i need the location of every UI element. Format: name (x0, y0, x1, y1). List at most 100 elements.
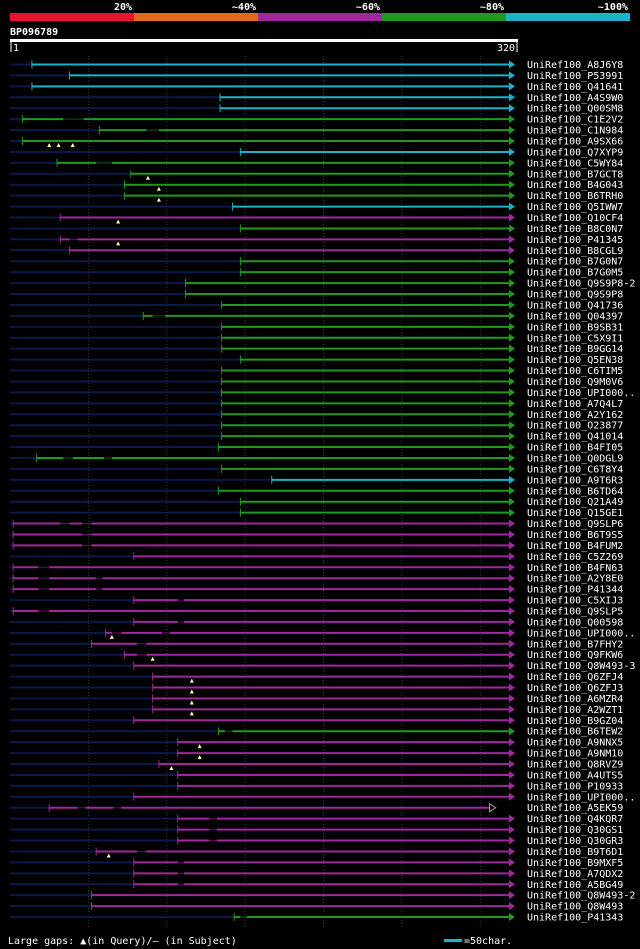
hit-row[interactable]: UniRef100_B9MXF5 (10, 858, 623, 869)
hit-row[interactable]: UniRef100_B4FUM2 (10, 541, 623, 552)
hit-row[interactable]: UniRef100_Q8RVZ9 (10, 760, 623, 771)
hit-name[interactable]: UniRef100_A7Q4L7 (527, 399, 623, 410)
hit-row[interactable]: UniRef100_B7G0N7 (10, 257, 623, 268)
hit-row[interactable]: UniRef100_A5BG49 (10, 880, 623, 891)
hit-name[interactable]: UniRef100_A8J6Y8 (527, 60, 623, 71)
hit-name[interactable]: UniRef100_Q30GR3 (527, 836, 623, 847)
hit-name[interactable]: UniRef100_B6T9S5 (527, 530, 623, 541)
hit-name[interactable]: UniRef100_B9GZ04 (527, 716, 623, 727)
hit-row[interactable]: UniRef100_B7FHY2 (10, 639, 623, 650)
hit-name[interactable]: UniRef100_Q00598 (527, 617, 623, 628)
hit-row[interactable]: UniRef100_A4UTS5 (10, 770, 623, 781)
hit-row[interactable]: UniRef100_A7Q4L7 (10, 399, 623, 410)
hit-name[interactable]: UniRef100_B6TD64 (527, 486, 623, 497)
hit-row[interactable]: UniRef100_A2Y8E0 (10, 574, 623, 585)
hit-name[interactable]: UniRef100_A9SX66 (527, 137, 623, 148)
hit-row[interactable]: UniRef100_Q6ZFJ3 (10, 683, 623, 694)
hit-row[interactable]: UniRef100_Q9M0V6 (10, 377, 623, 388)
hit-name[interactable]: UniRef100_P53991 (527, 71, 623, 82)
hit-name[interactable]: UniRef100_Q0DGL9 (527, 453, 623, 464)
hit-name[interactable]: UniRef100_Q9S9P8-2 (527, 279, 635, 290)
hit-name[interactable]: UniRef100_Q9SLP6 (527, 519, 623, 530)
hit-row[interactable]: UniRef100_B4FN63 (10, 563, 623, 574)
hit-name[interactable]: UniRef100_A4S9W0 (527, 93, 623, 104)
hit-row[interactable]: UniRef100_B4G043 (10, 180, 623, 191)
hit-name[interactable]: UniRef100_C5X9I1 (527, 333, 623, 344)
hit-name[interactable]: UniRef100_Q9S9P8 (527, 290, 623, 301)
hit-row[interactable]: UniRef100_A7QDX2 (10, 869, 623, 880)
hit-name[interactable]: UniRef100_Q21A49 (527, 497, 623, 508)
hit-row[interactable]: UniRef100_Q8W493-3 (10, 661, 635, 672)
hit-row[interactable]: UniRef100_Q41736 (10, 300, 623, 311)
hit-name[interactable]: UniRef100_C5WY84 (527, 158, 623, 169)
hit-name[interactable]: UniRef100_Q04397 (527, 311, 623, 322)
hit-name[interactable]: UniRef100_B7FHY2 (527, 639, 623, 650)
hit-name[interactable]: UniRef100_C6T8Y4 (527, 464, 623, 475)
hit-row[interactable]: UniRef100_C6T8Y4 (10, 464, 623, 475)
hit-name[interactable]: UniRef100_P41344 (527, 585, 623, 596)
hit-name[interactable]: UniRef100_C6TIM5 (527, 366, 623, 377)
hit-row[interactable]: UniRef100_B9T6D1 (10, 847, 623, 858)
hit-row[interactable]: UniRef100_Q9SLP5 (10, 607, 623, 618)
hit-name[interactable]: UniRef100_B8C0N7 (527, 224, 623, 235)
hit-row[interactable]: UniRef100_A6MZR4 (10, 694, 623, 705)
hit-name[interactable]: UniRef100_B7GCT8 (527, 169, 623, 180)
hit-name[interactable]: UniRef100_Q9FKW6 (527, 650, 623, 661)
hit-name[interactable]: UniRef100_Q41014 (527, 432, 623, 443)
hit-name[interactable]: UniRef100_A2Y8E0 (527, 574, 623, 585)
hit-row[interactable]: UniRef100_B4FI05 (10, 443, 623, 454)
hit-name[interactable]: UniRef100_Q9SLP5 (527, 607, 623, 618)
hit-name[interactable]: UniRef100_B9SB31 (527, 322, 623, 333)
hit-row[interactable]: UniRef100_A2Y162 (10, 410, 623, 421)
hit-name[interactable]: UniRef100_Q6ZFJ4 (527, 672, 623, 683)
hit-name[interactable]: UniRef100_A5BG49 (527, 880, 623, 891)
hit-name[interactable]: UniRef100_C5XIJ3 (527, 596, 623, 607)
hit-name[interactable]: UniRef100_Q6ZFJ3 (527, 683, 623, 694)
hit-name[interactable]: UniRef100_Q41641 (527, 82, 623, 93)
hit-row[interactable]: UniRef100_A9SX66 (10, 137, 623, 148)
hit-name[interactable]: UniRef100_Q15GE1 (527, 508, 623, 519)
hit-row[interactable]: UniRef100_B8CGL9 (10, 246, 623, 257)
hit-row[interactable]: UniRef100_Q00598 (10, 617, 623, 628)
hit-row[interactable]: UniRef100_B6T9S5 (10, 530, 623, 541)
hit-row[interactable]: UniRef100_UPI000.. (10, 388, 635, 399)
hit-name[interactable]: UniRef100_B7G0M5 (527, 268, 623, 279)
hit-name[interactable]: UniRef100_Q8W493-2 (527, 891, 635, 902)
hit-row[interactable]: UniRef100_Q8W493 (10, 902, 623, 913)
hit-row[interactable]: UniRef100_C5WY84 (10, 158, 623, 169)
hit-name[interactable]: UniRef100_Q41736 (527, 300, 623, 311)
hit-row[interactable]: UniRef100_C5Z269 (10, 552, 623, 563)
hit-row[interactable]: UniRef100_Q9S9P8-2 (10, 279, 635, 290)
hit-row[interactable]: UniRef100_B6TRH0 (10, 191, 623, 202)
hit-row[interactable]: UniRef100_Q30GR3 (10, 836, 623, 847)
hit-row[interactable]: UniRef100_Q7XYP9 (10, 147, 623, 158)
hit-row[interactable]: UniRef100_Q15GE1 (10, 508, 623, 519)
hit-row[interactable]: UniRef100_C5X9I1 (10, 333, 623, 344)
hit-name[interactable]: UniRef100_Q30GS1 (527, 825, 623, 836)
hit-name[interactable]: UniRef100_Q8RVZ9 (527, 760, 623, 771)
hit-name[interactable]: UniRef100_A9NNX5 (527, 738, 623, 749)
hit-name[interactable]: UniRef100_A5EK59 (527, 803, 623, 814)
hit-name[interactable]: UniRef100_Q9M0V6 (527, 377, 623, 388)
hit-row[interactable]: UniRef100_B9GZ04 (10, 716, 623, 727)
hit-row[interactable]: UniRef100_Q41641 (10, 82, 623, 93)
hit-name[interactable]: UniRef100_B4G043 (527, 180, 623, 191)
hit-row[interactable]: UniRef100_Q6ZFJ4 (10, 672, 623, 683)
hit-name[interactable]: UniRef100_B9MXF5 (527, 858, 623, 869)
hit-name[interactable]: UniRef100_C5Z269 (527, 552, 623, 563)
hit-name[interactable]: UniRef100_C1N984 (527, 126, 623, 137)
hit-row[interactable]: UniRef100_Q10CF4 (10, 213, 623, 224)
hit-row[interactable]: UniRef100_Q9SLP6 (10, 519, 623, 530)
hit-row[interactable]: UniRef100_Q0DGL9 (10, 453, 623, 464)
hit-row[interactable]: UniRef100_Q21A49 (10, 497, 623, 508)
hit-name[interactable]: UniRef100_A2WZT1 (527, 705, 623, 716)
hit-name[interactable]: UniRef100_Q5EN38 (527, 355, 623, 366)
hit-name[interactable]: UniRef100_Q00SM8 (527, 104, 623, 115)
hit-name[interactable]: UniRef100_B6TEW2 (527, 727, 623, 738)
hit-row[interactable]: UniRef100_P41344 (10, 585, 623, 596)
hit-name[interactable]: UniRef100_UPI000.. (527, 628, 635, 639)
hit-name[interactable]: UniRef100_C1E2V2 (527, 115, 623, 126)
hit-name[interactable]: UniRef100_A4UTS5 (527, 770, 623, 781)
hit-name[interactable]: UniRef100_Q5IWW7 (527, 202, 623, 213)
hit-row[interactable]: UniRef100_C6TIM5 (10, 366, 623, 377)
